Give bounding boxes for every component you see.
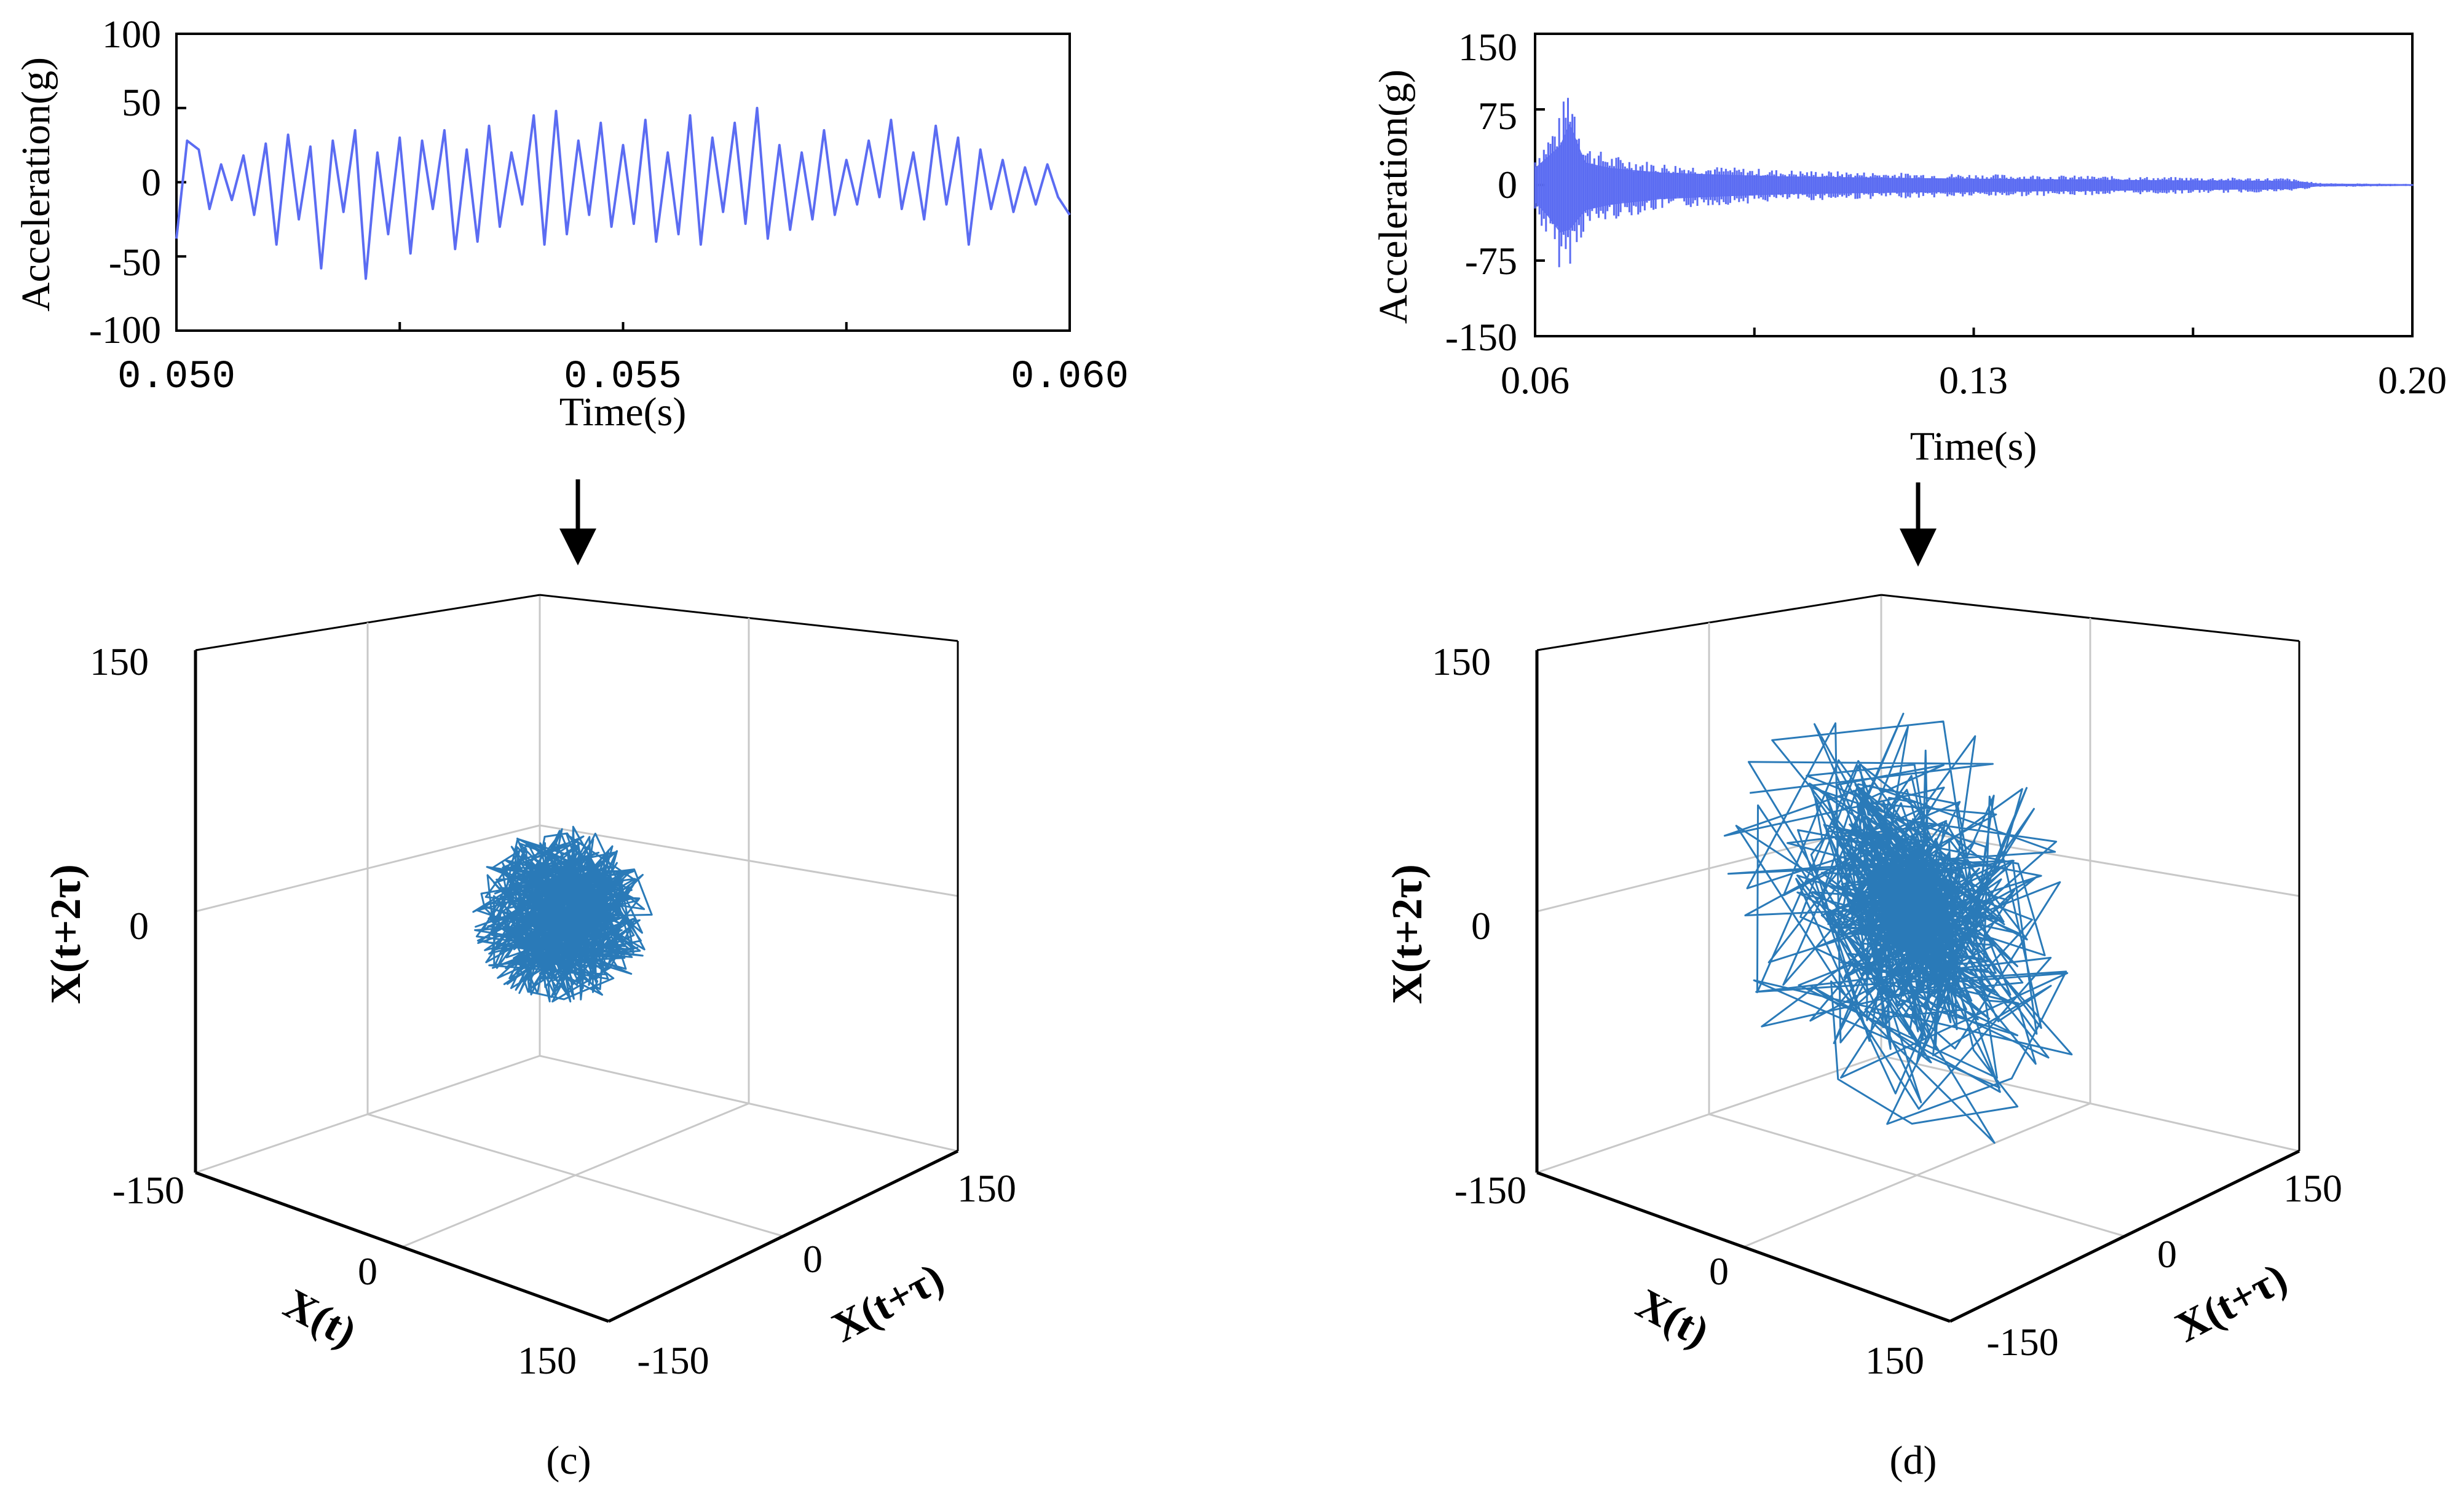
ts1-ytick-0: 0 bbox=[141, 160, 161, 204]
ts2-ylabel: Acceleration(g) bbox=[1371, 69, 1416, 324]
ts2-ytick-150: 150 bbox=[1458, 25, 1517, 69]
time-series-d-panel: 150 75 0 -75 -150 0.06 0.13 0.20 Time(s)… bbox=[1371, 25, 2447, 469]
d-ztick-150: 150 bbox=[1432, 640, 1491, 683]
time-series-d-signal-spikes bbox=[1534, 98, 2414, 267]
time-series-c-ticks bbox=[175, 33, 1071, 332]
ts1-ytick-minus100: -100 bbox=[89, 308, 161, 352]
c-ztick-minus150: -150 bbox=[113, 1168, 184, 1212]
ts2-xtick-006: 0.06 bbox=[1501, 358, 1570, 402]
phase-space-c-trajectory bbox=[472, 825, 653, 1003]
c-ytick-minus150: -150 bbox=[637, 1339, 709, 1382]
c-ytick-0: 0 bbox=[803, 1237, 823, 1281]
ts2-ytick-0: 0 bbox=[1498, 163, 1517, 206]
d-ztick-0: 0 bbox=[1471, 904, 1491, 948]
c-ylabel: X(t+τ) bbox=[824, 1254, 951, 1351]
ts2-ytick-75: 75 bbox=[1478, 94, 1517, 138]
d-ylabel: X(t+τ) bbox=[2168, 1254, 2294, 1351]
d-ztick-minus150: -150 bbox=[1455, 1168, 1526, 1212]
arrow-c bbox=[559, 479, 596, 565]
d-ytick-150: 150 bbox=[2283, 1166, 2342, 1210]
arrow-d bbox=[1900, 482, 1937, 567]
caption-d: (d) bbox=[1890, 1438, 1937, 1483]
phase-space-c-box bbox=[194, 594, 959, 1323]
phase-space-d-panel: 150 0 -150 0 150 -150 0 150 X(t+2τ) X(t)… bbox=[1384, 594, 2342, 1483]
d-zlabel: X(t+2τ) bbox=[1384, 864, 1431, 1004]
c-xtick-150: 150 bbox=[518, 1339, 577, 1382]
ts1-xtick-0055: 0.055 bbox=[564, 355, 682, 399]
time-series-c-panel: 100 50 0 -50 -100 0.050 0.055 0.060 Time… bbox=[14, 12, 1129, 434]
d-xlabel: X(t) bbox=[1629, 1280, 1716, 1357]
ts1-ytick-100: 100 bbox=[102, 12, 161, 56]
ts2-xlabel: Time(s) bbox=[1910, 424, 2037, 469]
ts1-xtick-0060: 0.060 bbox=[1011, 355, 1129, 399]
ts1-xlabel: Time(s) bbox=[559, 390, 687, 434]
d-ytick-minus150: -150 bbox=[1986, 1320, 2058, 1364]
ts1-ytick-50: 50 bbox=[122, 81, 161, 124]
c-ztick-150: 150 bbox=[90, 640, 149, 683]
ts2-ytick-minus150: -150 bbox=[1445, 315, 1517, 359]
phase-space-c-panel: 150 0 -150 0 150 -150 0 150 X(t+2τ) X(t)… bbox=[42, 594, 1016, 1483]
d-xtick-150: 150 bbox=[1865, 1339, 1924, 1382]
ts2-xtick-020: 0.20 bbox=[2378, 358, 2447, 402]
time-series-c-signal-line bbox=[175, 106, 1071, 280]
ts1-ytick-minus50: -50 bbox=[109, 240, 161, 284]
c-zlabel: X(t+2τ) bbox=[42, 864, 90, 1004]
c-xlabel: X(t) bbox=[276, 1280, 364, 1357]
d-ytick-0: 0 bbox=[2157, 1232, 2177, 1276]
ts1-xtick-0050: 0.050 bbox=[117, 355, 235, 399]
caption-c: (c) bbox=[546, 1438, 591, 1483]
c-ytick-150: 150 bbox=[957, 1166, 1016, 1210]
ts1-ylabel: Acceleration(g) bbox=[14, 57, 58, 312]
c-xtick-0: 0 bbox=[358, 1249, 377, 1293]
phase-space-d-trajectory bbox=[1723, 712, 2073, 1144]
ts2-ytick-minus75: -75 bbox=[1465, 239, 1517, 283]
ts2-xtick-013: 0.13 bbox=[1939, 358, 2008, 402]
c-ztick-0: 0 bbox=[129, 904, 149, 948]
d-xtick-0: 0 bbox=[1709, 1249, 1729, 1293]
time-series-c-frame bbox=[175, 33, 1071, 332]
